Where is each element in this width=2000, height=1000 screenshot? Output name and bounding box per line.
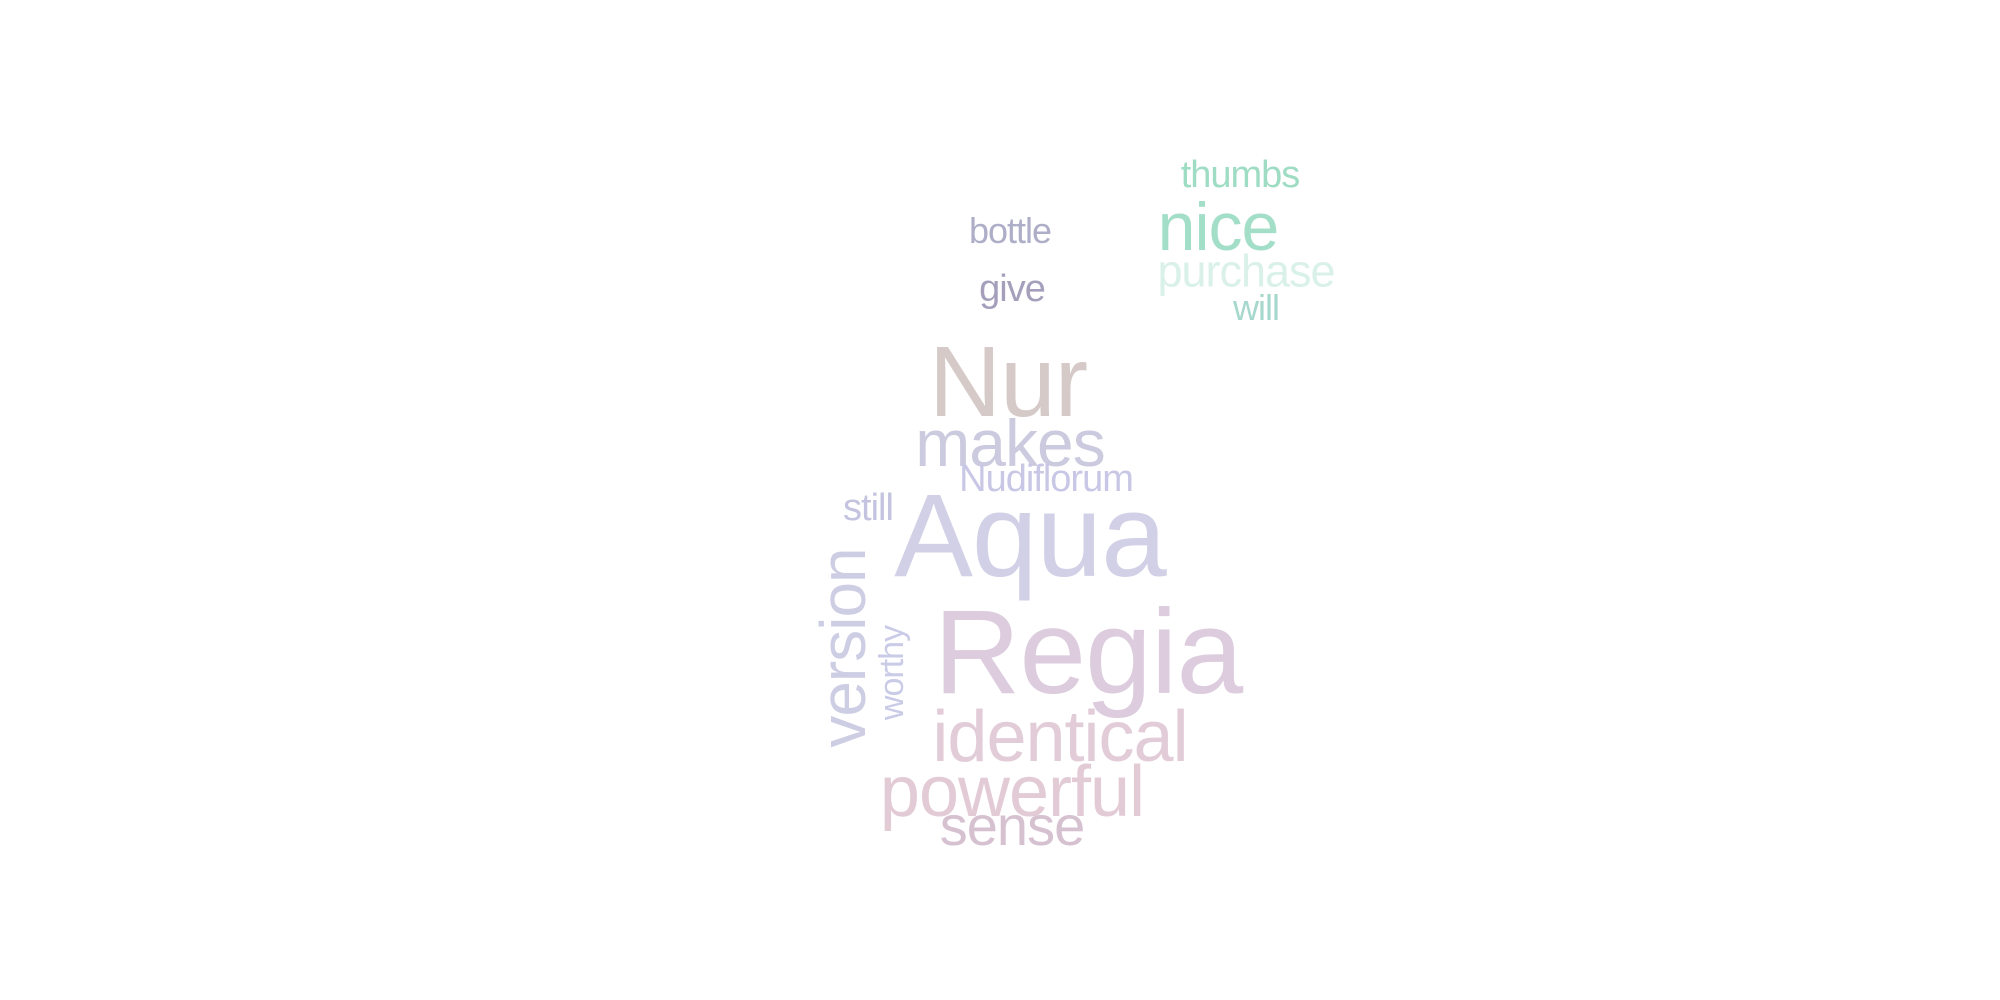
word-purchase: purchase: [1157, 245, 1335, 297]
word-aqua: Aqua: [894, 470, 1167, 602]
word-nice: nice: [1157, 189, 1280, 265]
word-give: give: [979, 268, 1046, 310]
word-worthy: worthy: [873, 625, 911, 721]
word-thumbs: thumbs: [1180, 154, 1301, 196]
word-bottle: bottle: [968, 210, 1052, 251]
word-regia: Regia: [933, 585, 1244, 719]
word-identical: identical: [932, 697, 1188, 777]
word-version: version: [807, 548, 879, 748]
word-nur: Nur: [928, 326, 1088, 438]
word-makes: makes: [915, 406, 1105, 480]
word-nudiflorum: Nudiflorum: [959, 458, 1134, 500]
word-will: will: [1233, 287, 1280, 328]
word-powerful: powerful: [879, 752, 1145, 832]
word-sense: sense: [939, 794, 1085, 857]
word-still: still: [843, 487, 894, 529]
